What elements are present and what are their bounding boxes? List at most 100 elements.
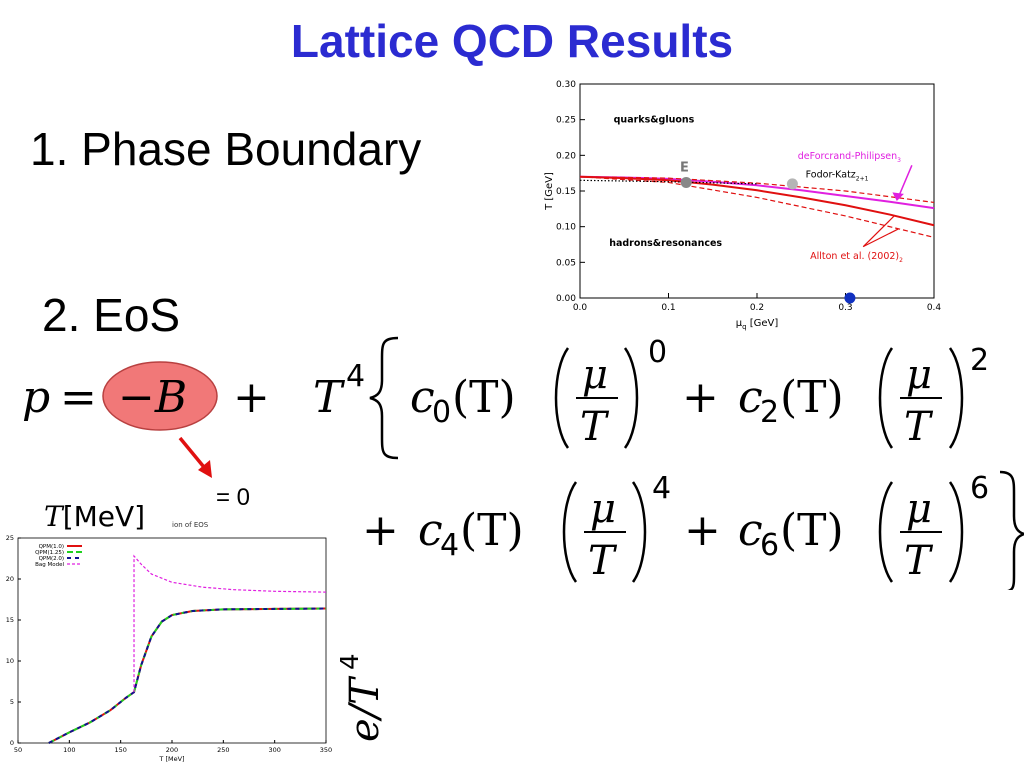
eq-exp2: 2 [970,343,989,378]
item-eos: 2. EoS [42,289,181,341]
eq-exp4b: 4 [652,471,671,506]
series-line [48,607,327,744]
eq-equals: = [60,372,97,423]
e-over-t4-label: e/T 4 [340,653,388,742]
paren-r4 [948,481,964,583]
x-tick-label: 0.3 [838,303,852,313]
paren-l4 [878,481,894,583]
t-mev-label: T[MeV] [44,500,145,533]
paren-r3 [631,481,647,583]
label-point-e: E [680,161,689,176]
paren-r2 [948,347,964,449]
paren-l3 [562,481,578,583]
data-point [844,292,856,304]
eq-c0: c [410,372,435,423]
ylabel-exp: 4 [340,653,365,670]
item-phase-boundary: 1. Phase Boundary [30,123,422,175]
eos-chart: 50 100 150 200 250 300 350 0 5 10 15 20 25 T [MeV] QPM… [6,534,332,763]
slide-title: Lattice QCD Results [290,15,734,67]
plot-frame [17,537,327,744]
y-tick-label: 0.30 [556,80,576,90]
eq-T4-exp: 4 [346,359,365,394]
eq-c2: c [738,372,763,423]
y-tick-label: 0 [10,739,14,747]
eos-equation: p = −B + T 4 c 0 (T) μ T 0 + c 2 (T) μ T… [22,335,1024,590]
annotation-equals-zero: = 0 [216,484,251,511]
series-line [579,175,935,227]
x-tick-label: 100 [63,746,75,754]
eq-c2-arg: (T) [780,372,844,423]
eq-c6-sub: 6 [760,528,779,563]
legend-label: QPM(2.0) [39,556,64,562]
x-tick-label: 300 [268,746,280,754]
data-point [786,178,798,190]
paren-r1 [623,347,639,449]
label-hadrons: hadrons&resonances [609,238,722,249]
eq-c6: c [738,505,763,556]
eq-exp6: 6 [970,471,989,506]
x-tick-label: 250 [217,746,229,754]
y-tick-label: 0.25 [556,116,576,126]
x-tick-label: 0.4 [927,303,942,313]
series-line [133,554,327,693]
paren-l2 [878,347,894,449]
data-point [680,176,692,188]
y-tick-label: 25 [6,534,14,542]
x-tick-label: 350 [320,746,332,754]
eq-c4: c [418,505,443,556]
eq-c4-sub: 4 [440,528,459,563]
y-tick-label: 20 [6,575,14,583]
y-tick-label: 0.15 [556,187,576,197]
series-line [579,176,935,204]
eq-mu-2: μ [906,352,932,398]
left-brace [369,336,399,460]
ylabel-e-over-t: e/T [342,675,388,742]
paren-l1 [554,347,570,449]
x-tick-label: 0.0 [573,303,588,313]
eq-mu-1: μ [582,352,608,398]
highlight-ellipse [102,361,218,431]
legend-label: Bag Model [35,562,64,568]
eq-c6-arg: (T) [780,505,844,556]
x-tick-label: 0.1 [661,303,675,313]
eq-T-den-4: T [904,538,934,584]
x-axis-label: μq [GeV] [736,318,779,331]
eq-c4-arg: (T) [460,505,524,556]
t-var: T [44,500,63,533]
inset-title-fragment: ion of EOS [172,521,209,529]
label-allton: Allton et al. (2002)2 [810,251,903,264]
arrow-allton-2 [862,228,899,248]
y-tick-label: 0.00 [556,294,576,304]
label-quarks-gluons: quarks&gluons [614,115,695,126]
eq-plus-1: + [233,372,270,423]
y-axis-label: T [GeV] [544,172,555,211]
eq-exp0: 0 [648,335,667,370]
phase-diagram-chart: 0.0 0.1 0.2 0.3 0.4 0.00 0.05 0.10 0.15 0.20 0.25 0… [544,80,942,331]
red-arrow [178,436,212,478]
eq-T4: T [313,372,346,423]
eq-c2-sub: 2 [760,395,779,430]
x-axis-label: T [MeV] [158,755,184,763]
y-tick-label: 0.10 [556,223,576,233]
legend-label: QPM(1.0) [39,544,64,550]
y-tick-label: 5 [10,698,14,706]
eq-p: p [22,372,50,423]
arrowhead-deforcrand [892,192,904,201]
eq-mu-3: μ [590,486,616,532]
series-line [579,176,935,238]
eq-T-den-2: T [904,404,934,450]
legend-label: QPM(1.25) [35,550,64,556]
eq-c0-arg: (T) [452,372,516,423]
series-line [579,179,758,185]
arrow-allton-1 [862,215,895,248]
eq-T-den-3: T [588,538,618,584]
eq-plus-2: + [682,372,719,423]
x-tick-label: 150 [114,746,126,754]
x-tick-label: 50 [14,746,22,754]
y-tick-label: 10 [6,657,14,665]
eq-minus-b: −B [118,372,187,423]
label-deforcrand: deForcrand-Philipsen3 [798,151,901,164]
eq-c0-sub: 0 [432,395,451,430]
x-tick-label: 200 [166,746,178,754]
eq-plus-3: + [362,505,399,556]
